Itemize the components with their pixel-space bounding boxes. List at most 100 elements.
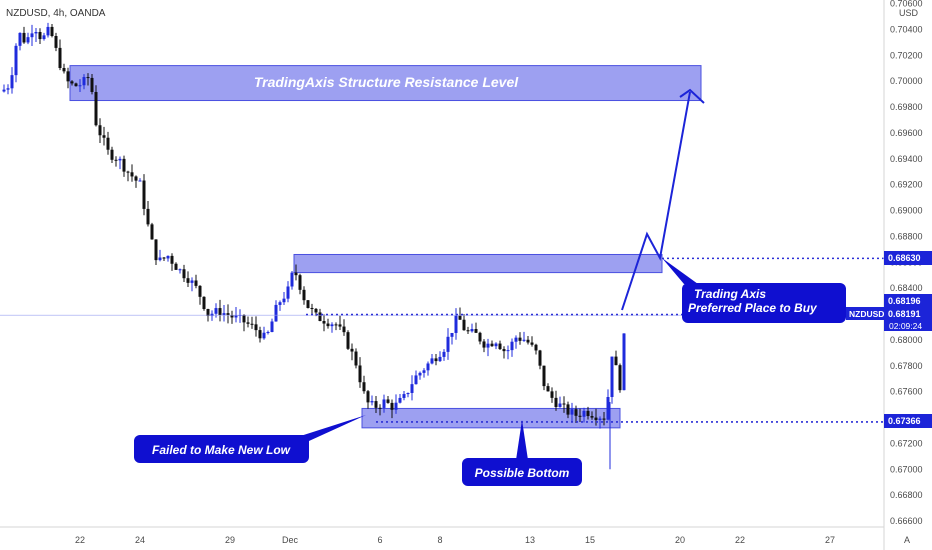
candle-body [90,77,94,92]
x-tick-label: 13 [525,535,535,545]
y-tick-label: 0.70200 [890,50,923,60]
candle-body [38,32,42,40]
price-label: 0.68630 [888,253,921,263]
candle-body [526,339,530,343]
candle-body [414,375,418,385]
candle-body [462,319,466,331]
x-tick-label: 8 [437,535,442,545]
candle-body [522,339,526,341]
candle-body [306,300,310,308]
candle-body [98,125,102,136]
candle-body [574,409,578,416]
candle-body [214,308,218,314]
candle-body [30,33,34,38]
candle-body [14,45,18,76]
candle-body [554,397,558,407]
candle-body [170,255,174,264]
candle-body [538,350,542,366]
zones [69,65,702,429]
bottom-label: Possible Bottom [475,466,570,480]
candle-body [58,47,62,69]
time-axis[interactable]: 22 24 29 Dec 6 8 13 15 20 22 27 [75,535,835,545]
price-label: 0.68191 [888,309,921,319]
y-tick-label: 0.66600 [890,516,923,526]
candle-body [362,382,366,392]
candle-body [386,399,390,403]
x-tick-label: 27 [825,535,835,545]
candle-body [334,324,338,326]
candle-body [534,344,538,351]
candle-body [6,88,10,90]
y-tick-label: 0.70600 [890,0,923,9]
candle-body [410,384,414,393]
candle-body [134,176,138,181]
candle-body [250,323,254,325]
price-label-bg [884,414,932,428]
y-tick-label: 0.69000 [890,206,923,216]
candle-body [450,332,454,337]
candle-body [234,315,238,318]
candle-body [326,323,330,327]
candle-body [514,337,518,342]
candle-body [94,91,98,126]
candle-body [594,417,598,421]
candle-body [122,158,126,172]
candle-body [434,358,438,362]
y-tick-label: 0.67800 [890,361,923,371]
candle-body [298,275,302,290]
candle-body [622,333,626,391]
y-tick-label: 0.69600 [890,128,923,138]
candle-body [262,332,266,339]
candle-body [106,137,110,150]
projection-arrowhead [679,88,705,104]
candle-body [178,269,182,271]
candle-body [494,343,498,347]
candle-body [314,308,318,313]
y-tick-label: 0.67200 [890,438,923,448]
candle-body [618,365,622,391]
y-tick-label: 0.68400 [890,283,923,293]
candle-body [110,149,114,160]
candle-body [42,35,46,40]
candle-body [390,402,394,410]
candle-body [558,403,562,407]
candle-body [278,302,282,305]
candle-body [138,180,142,182]
candle-body [454,315,458,333]
candle-body [598,418,602,421]
candle-body [446,336,450,352]
candle-body [562,403,566,405]
candle-body [370,401,374,403]
y-tick-label: 0.69200 [890,180,923,190]
candle-body [150,224,154,240]
candle-body [226,313,230,316]
buy-label-line1: Trading Axis [694,287,766,301]
candle-body [182,269,186,279]
y-tick-label: 0.69800 [890,102,923,112]
candle-body [506,350,510,352]
candle-body [338,324,342,327]
projection-path [621,91,691,311]
candle-body [582,410,586,417]
candle-body [62,68,66,72]
candle-body [202,296,206,310]
candle-body [442,351,446,357]
candle-body [114,159,118,161]
candle-body [342,326,346,333]
candle-body [470,329,474,332]
candle-body [230,315,234,318]
candle-body [258,330,262,339]
candle-body [530,342,534,345]
candle-body [26,37,30,43]
candle-body [198,285,202,297]
candle-body [546,386,550,392]
candle-body [482,341,486,348]
candle-body [542,365,546,387]
candle-body [590,416,594,418]
candle-body [498,343,502,350]
candle-body [126,171,130,173]
candle-body [418,372,422,376]
auto-scale-button[interactable]: A [904,535,910,545]
